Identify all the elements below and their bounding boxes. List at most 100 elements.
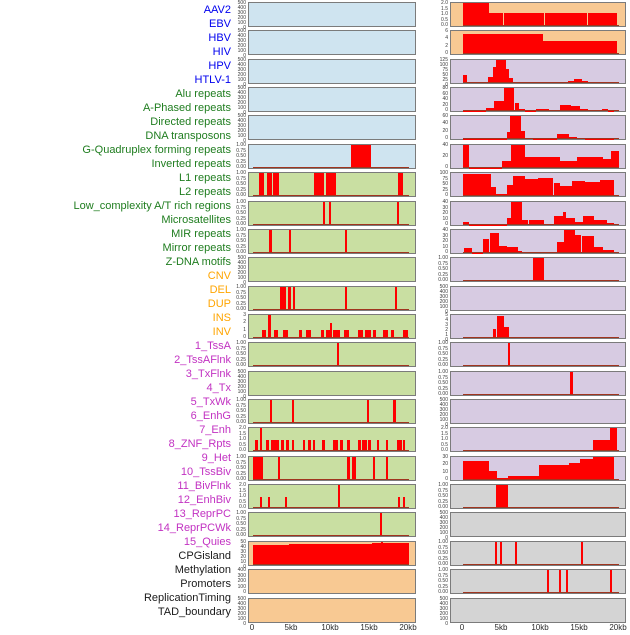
track-label-1-tssa: 1_TssA — [0, 339, 233, 353]
track-panel-ins — [450, 2, 626, 27]
track-panel-9-het — [450, 286, 626, 311]
signal-baseline — [463, 592, 619, 593]
plot-area-del — [253, 570, 409, 593]
plot-area-3-txflnk — [463, 116, 619, 139]
signal-bar — [259, 173, 265, 196]
track-label-l1-repeats: L1 repeats — [0, 171, 233, 185]
signal-baseline — [463, 138, 619, 139]
plot-area-microsatellites — [253, 428, 409, 451]
signal-bar — [268, 315, 271, 338]
track-label-mir-repeats: MIR repeats — [0, 227, 233, 241]
plot-area-low-complexity-a-t-rich-regions — [253, 400, 409, 423]
plot-area-10-tssbiv — [463, 315, 619, 338]
signal-bar — [497, 316, 504, 338]
signal-baseline — [463, 564, 619, 565]
signal-bar — [338, 485, 340, 508]
signal-bar — [510, 116, 521, 139]
plot-area-ins — [463, 3, 619, 26]
track-panel-replicationtiming — [450, 569, 626, 594]
signal-bar — [582, 236, 595, 253]
x-tick-label: 5kb — [495, 623, 508, 632]
y-tick-value: 20 — [442, 154, 448, 159]
signal-baseline — [463, 25, 619, 26]
signal-bar — [337, 343, 340, 366]
signal-bar — [566, 570, 568, 593]
track-label-tad-boundary: TAD_boundary — [0, 605, 233, 619]
plot-area-5-txwk — [463, 173, 619, 196]
signal-bar — [610, 428, 616, 451]
signal-bar — [508, 343, 511, 366]
plot-area-hpv — [253, 116, 409, 139]
signal-baseline — [253, 450, 409, 451]
signal-bar — [253, 545, 289, 565]
signal-baseline — [253, 422, 409, 423]
signal-bar — [525, 179, 538, 196]
signal-bar — [393, 400, 395, 423]
track-panel-dna-transposons — [248, 257, 416, 282]
signal-bar — [373, 457, 375, 480]
y-tick-value: 0.0 — [441, 448, 448, 453]
signal-bar — [496, 485, 509, 508]
signal-bar — [545, 13, 587, 26]
track-label-ins: INS — [0, 311, 233, 325]
track-panel-a-phased-repeats — [248, 201, 416, 226]
signal-bar — [495, 542, 497, 565]
signal-bar — [593, 457, 615, 480]
track-panel-8-znf-rpts — [450, 257, 626, 282]
plot-area-l2-repeats — [253, 372, 409, 395]
plot-area-aav2 — [253, 3, 409, 26]
track-label-hiv: HIV — [0, 45, 233, 59]
signal-bar — [533, 258, 544, 281]
signal-baseline — [463, 195, 619, 196]
plot-area-1-tssa — [463, 60, 619, 83]
track-label-12-enhbiv: 12_EnhBiv — [0, 493, 233, 507]
x-tick-label: 0 — [460, 623, 464, 632]
signal-baseline — [463, 479, 619, 480]
track-label-directed-repeats: Directed repeats — [0, 115, 233, 129]
y-tick-value: 4 — [445, 36, 448, 41]
plot-area-15-quies — [463, 457, 619, 480]
signal-baseline — [253, 309, 409, 310]
track-panel-4-tx — [450, 144, 626, 169]
y-tick-value: 0 — [445, 51, 448, 56]
track-label-dup: DUP — [0, 297, 233, 311]
track-panel-hiv — [248, 87, 416, 112]
x-tick-label: 10kb — [531, 623, 548, 632]
y-tick-value: 0 — [445, 136, 448, 141]
y-tick-value: 3 — [243, 313, 246, 318]
track-label-13-reprpc: 13_ReprPC — [0, 507, 233, 521]
plot-area-11-bivflnk — [463, 343, 619, 366]
y-tick-value: 0 — [445, 193, 448, 198]
plot-area-2-tssaflnk — [463, 88, 619, 111]
y-tick-value: 6 — [445, 29, 448, 34]
signal-bar — [326, 173, 336, 196]
track-label-aav2: AAV2 — [0, 3, 233, 17]
track-panel-z-dna-motifs — [248, 512, 416, 537]
signal-bar — [267, 173, 272, 196]
x-tick-label: 10kb — [321, 623, 338, 632]
y-tick-value: 0.00 — [236, 533, 246, 538]
signal-bar — [513, 176, 526, 196]
track-label-ebv: EBV — [0, 17, 233, 31]
track-panel-methylation — [450, 512, 626, 537]
x-tick-label: 5kb — [285, 623, 298, 632]
plot-area-13-reprpc — [463, 400, 619, 423]
x-tick-label: 15kb — [570, 623, 587, 632]
signal-bar — [383, 543, 409, 565]
signal-bar — [580, 459, 593, 480]
signal-bar — [352, 457, 356, 480]
signal-bar — [538, 178, 554, 196]
